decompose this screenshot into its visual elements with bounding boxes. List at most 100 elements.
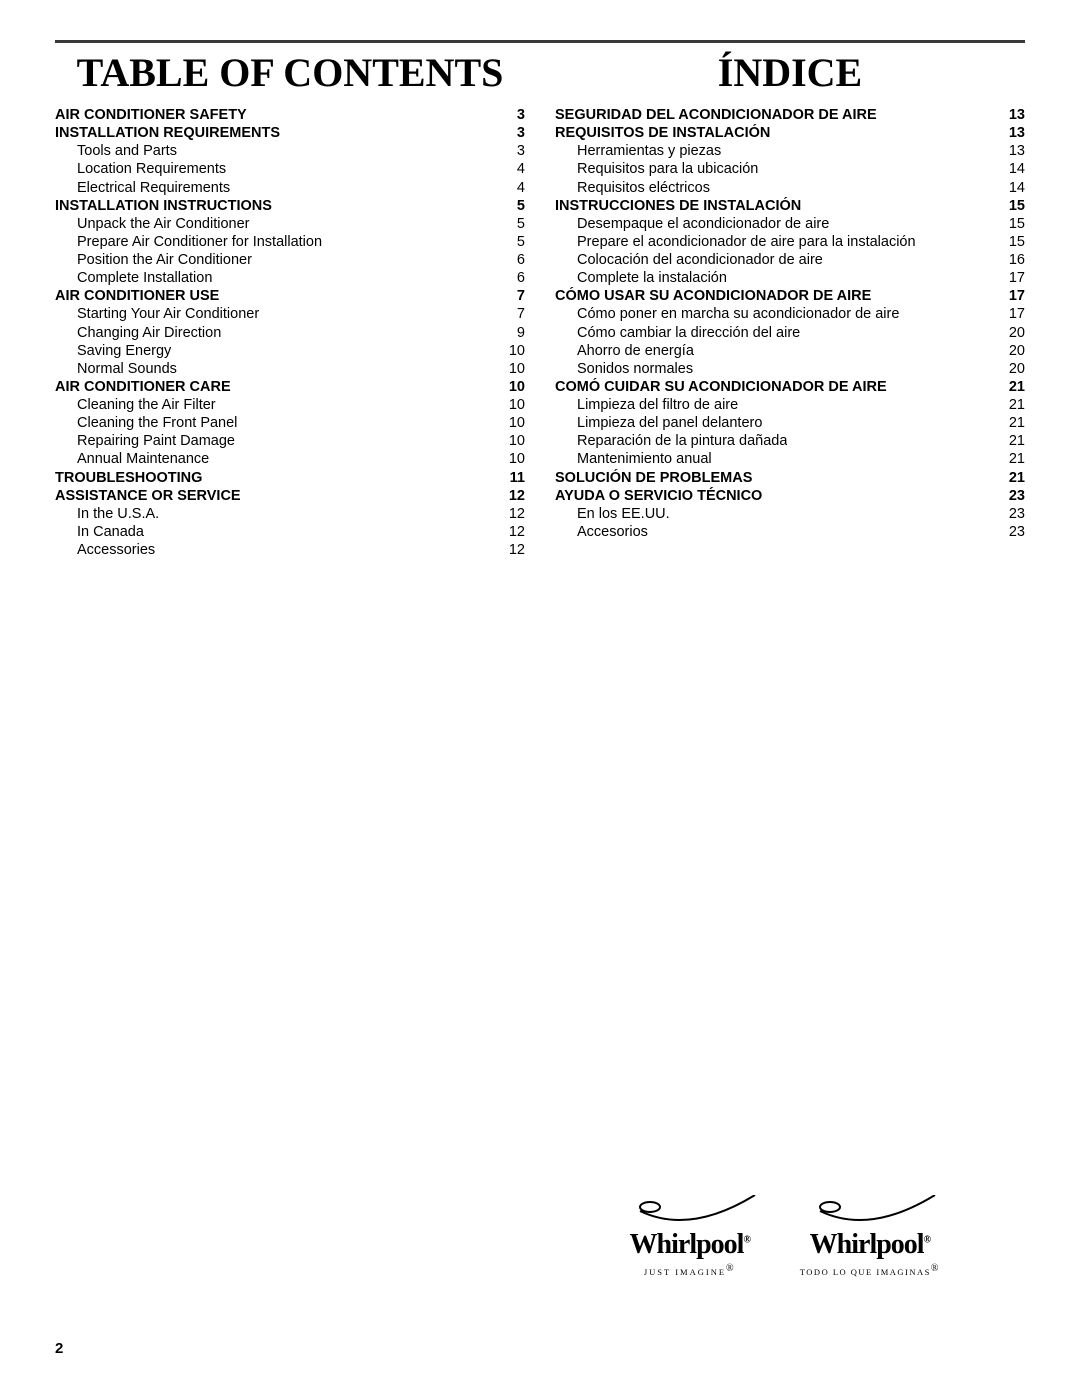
- toc-entry: Limpieza del panel delantero21: [555, 414, 1025, 432]
- document-page: TABLE OF CONTENTS AIR CONDITIONER SAFETY…: [0, 0, 1080, 1397]
- toc-entry-label: In the U.S.A.: [55, 505, 159, 523]
- toc-entry-page: 5: [517, 233, 525, 251]
- toc-entry-page: 10: [509, 378, 525, 396]
- toc-entry-page: 10: [509, 414, 525, 432]
- toc-entry-label: Annual Maintenance: [55, 450, 209, 468]
- toc-entry-label: Desempaque el acondicionador de aire: [555, 215, 829, 233]
- toc-entry: Prepare el acondicionador de aire para l…: [555, 233, 1025, 251]
- toc-entry-label: INSTALLATION INSTRUCTIONS: [55, 197, 272, 215]
- toc-entry-label: Limpieza del panel delantero: [555, 414, 762, 432]
- toc-entry-label: SEGURIDAD DEL ACONDICIONADOR DE AIRE: [555, 106, 877, 124]
- toc-entry-label: Cómo cambiar la dirección del aire: [555, 324, 800, 342]
- toc-entry-label: Cleaning the Front Panel: [55, 414, 237, 432]
- toc-entry-page: 3: [517, 106, 525, 124]
- toc-entry-label: AIR CONDITIONER CARE: [55, 378, 231, 396]
- toc-entry-label: Saving Energy: [55, 342, 171, 360]
- toc-entry-page: 12: [509, 505, 525, 523]
- toc-entry-label: AIR CONDITIONER SAFETY: [55, 106, 247, 124]
- page-number: 2: [55, 1340, 63, 1357]
- toc-entry-label: Herramientas y piezas: [555, 142, 721, 160]
- toc-entry-page: 5: [517, 215, 525, 233]
- toc-entry-page: 14: [1009, 179, 1025, 197]
- toc-entry-page: 23: [1009, 505, 1025, 523]
- toc-entry-page: 23: [1009, 523, 1025, 541]
- toc-entry-label: INSTRUCCIONES DE INSTALACIÓN: [555, 197, 801, 215]
- brand-text-es: Whirlpool®: [810, 1229, 930, 1261]
- toc-entry-label: Sonidos normales: [555, 360, 693, 378]
- columns-container: TABLE OF CONTENTS AIR CONDITIONER SAFETY…: [55, 49, 1025, 559]
- toc-entry-label: En los EE.UU.: [555, 505, 670, 523]
- toc-entry-page: 14: [1009, 160, 1025, 178]
- toc-entry-label: Reparación de la pintura dañada: [555, 432, 787, 450]
- toc-entry: AIR CONDITIONER SAFETY 3: [55, 106, 525, 124]
- toc-entry-page: 20: [1009, 324, 1025, 342]
- toc-entry: INSTRUCCIONES DE INSTALACIÓN15: [555, 197, 1025, 215]
- top-rule: [55, 40, 1025, 43]
- toc-entry-label: Accesorios: [555, 523, 648, 541]
- toc-entry: Ahorro de energía20: [555, 342, 1025, 360]
- toc-entry-label: Requisitos eléctricos: [555, 179, 710, 197]
- toc-entry: Position the Air Conditioner6: [55, 251, 525, 269]
- toc-entry: Cleaning the Air Filter10: [55, 396, 525, 414]
- toc-entry-page: 12: [509, 487, 525, 505]
- toc-entry: TROUBLESHOOTING11: [55, 469, 525, 487]
- toc-entry-page: 13: [1009, 124, 1025, 142]
- toc-entry: Mantenimiento anual21: [555, 450, 1025, 468]
- toc-entry-page: 20: [1009, 342, 1025, 360]
- toc-entry-page: 5: [517, 197, 525, 215]
- toc-entry-page: 10: [509, 432, 525, 450]
- toc-entry-page: 21: [1009, 378, 1025, 396]
- right-title: ÍNDICE: [555, 49, 1025, 96]
- toc-entry-page: 11: [510, 469, 525, 487]
- toc-entry-page: 17: [1009, 269, 1025, 287]
- toc-entry-page: 17: [1009, 305, 1025, 323]
- toc-entry-page: 15: [1009, 215, 1025, 233]
- toc-entry-label: COMÓ CUIDAR SU ACONDICIONADOR DE AIRE: [555, 378, 887, 396]
- toc-entry: Accesorios 23: [555, 523, 1025, 541]
- toc-entry-page: 17: [1009, 287, 1025, 305]
- toc-entry: Saving Energy10: [55, 342, 525, 360]
- tagline-es-text: TODO LO QUE IMAGINAS: [800, 1267, 931, 1277]
- toc-entry: In Canada12: [55, 523, 525, 541]
- toc-entry: Desempaque el acondicionador de aire 15: [555, 215, 1025, 233]
- registered-icon: ®: [726, 1263, 736, 1274]
- toc-entry: Cómo cambiar la dirección del aire 20: [555, 324, 1025, 342]
- toc-entry: INSTALLATION REQUIREMENTS3: [55, 124, 525, 142]
- right-column: ÍNDICE SEGURIDAD DEL ACONDICIONADOR DE A…: [555, 49, 1025, 559]
- toc-entry-label: Starting Your Air Conditioner: [55, 305, 259, 323]
- toc-entry-page: 12: [509, 541, 525, 559]
- toc-entry: Reparación de la pintura dañada21: [555, 432, 1025, 450]
- toc-entry: Repairing Paint Damage10: [55, 432, 525, 450]
- toc-entry-label: SOLUCIÓN DE PROBLEMAS: [555, 469, 752, 487]
- toc-entry: ASSISTANCE OR SERVICE12: [55, 487, 525, 505]
- left-column: TABLE OF CONTENTS AIR CONDITIONER SAFETY…: [55, 49, 525, 559]
- toc-entry: Accessories12: [55, 541, 525, 559]
- toc-entry: In the U.S.A. 12: [55, 505, 525, 523]
- toc-entry-page: 4: [517, 160, 525, 178]
- toc-entry-label: REQUISITOS DE INSTALACIÓN: [555, 124, 770, 142]
- toc-entry-label: Position the Air Conditioner: [55, 251, 252, 269]
- toc-entry: Normal Sounds 10: [55, 360, 525, 378]
- toc-entry-page: 10: [509, 396, 525, 414]
- toc-entry-page: 10: [509, 360, 525, 378]
- toc-entry: Annual Maintenance10: [55, 450, 525, 468]
- toc-entry: SEGURIDAD DEL ACONDICIONADOR DE AIRE13: [555, 106, 1025, 124]
- toc-entry-label: AIR CONDITIONER USE: [55, 287, 219, 305]
- swoosh-icon: [800, 1195, 940, 1225]
- toc-entry-label: Location Requirements: [55, 160, 226, 178]
- tagline-en-text: JUST IMAGINE: [644, 1267, 726, 1277]
- toc-entry-label: INSTALLATION REQUIREMENTS: [55, 124, 280, 142]
- toc-entry-label: Electrical Requirements: [55, 179, 230, 197]
- toc-entry: AYUDA O SERVICIO TÉCNICO23: [555, 487, 1025, 505]
- toc-entry: SOLUCIÓN DE PROBLEMAS21: [555, 469, 1025, 487]
- toc-entry: Cleaning the Front Panel 10: [55, 414, 525, 432]
- toc-entry-label: Complete Installation: [55, 269, 212, 287]
- toc-entry: Sonidos normales20: [555, 360, 1025, 378]
- toc-entry-page: 16: [1009, 251, 1025, 269]
- toc-entry: Requisitos para la ubicación14: [555, 160, 1025, 178]
- toc-entry-label: Normal Sounds: [55, 360, 177, 378]
- toc-entry: Complete Installation6: [55, 269, 525, 287]
- toc-entry: En los EE.UU. 23: [555, 505, 1025, 523]
- toc-entry-label: Prepare Air Conditioner for Installation: [55, 233, 322, 251]
- toc-entry: Colocación del acondicionador de aire16: [555, 251, 1025, 269]
